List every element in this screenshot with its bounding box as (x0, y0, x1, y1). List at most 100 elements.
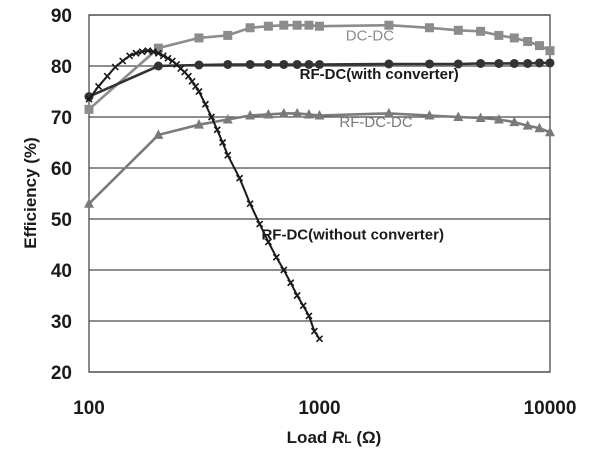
data-point-x (159, 52, 167, 60)
data-point-x (287, 279, 295, 287)
data-point-x (154, 49, 162, 57)
data-point-square (476, 26, 486, 36)
data-point-x (235, 174, 244, 182)
data-point-triangle (453, 111, 464, 121)
data-point-triangle (493, 114, 504, 124)
data-point-circle (292, 59, 302, 69)
y-tick-label: 30 (51, 312, 72, 333)
data-point-circle (245, 59, 255, 69)
data-point-triangle (424, 109, 435, 120)
y-axis-title: Efficiency (%) (21, 137, 40, 248)
x-axis-title-r: R (332, 428, 345, 447)
data-point-x (256, 220, 264, 228)
data-point-square (545, 46, 555, 56)
data-point-circle (453, 59, 463, 69)
series-square (84, 20, 555, 114)
data-point-triangle (534, 122, 545, 133)
data-point-x (184, 72, 192, 80)
data-point-x (293, 291, 301, 300)
y-tick-label: 40 (51, 261, 72, 282)
data-point-circle (494, 58, 504, 68)
data-point-x (119, 57, 127, 65)
data-point-circle (279, 59, 289, 69)
data-point-x (201, 100, 210, 108)
data-point-triangle (245, 109, 256, 120)
data-point-x (219, 138, 227, 147)
series-line (88, 112, 551, 205)
data-point-x (192, 82, 200, 90)
data-point-triangle (84, 198, 94, 208)
data-point-circle (223, 59, 233, 69)
series-labels: DC-DC RF-DC(with converter) RF-DC-DC RF-DC(… (261, 28, 458, 244)
data-point-x (111, 63, 119, 71)
data-point-circle (384, 59, 394, 69)
data-point-x (310, 327, 318, 335)
data-point-square (84, 104, 94, 114)
data-point-square (509, 33, 519, 43)
data-point-triangle (153, 129, 164, 139)
series-label: RF-DC-DC (339, 114, 412, 131)
series-label: RF-DC(with converter) (300, 66, 459, 83)
plot-frame (88, 14, 551, 373)
x-tick-label: 1000 (298, 398, 340, 419)
y-tick-label: 70 (51, 108, 72, 129)
data-point-circle (534, 58, 544, 68)
data-point-triangle (292, 107, 303, 118)
data-point-x (164, 54, 172, 62)
series-triangle (84, 107, 555, 208)
data-point-x (264, 238, 272, 246)
data-point-square (263, 21, 273, 31)
data-point-triangle (545, 126, 555, 137)
data-point-x (132, 49, 140, 57)
data-point-square (494, 30, 504, 40)
series-label: DC-DC (346, 28, 394, 45)
series-label: RF-DC(without converter) (261, 226, 444, 243)
data-point-triangle (193, 119, 204, 129)
data-point-x (272, 253, 280, 261)
data-point-square (534, 41, 544, 51)
x-axis-title-load: Load (287, 428, 332, 447)
data-point-x (126, 52, 134, 60)
data-point-square (315, 21, 324, 31)
data-point-square (523, 37, 533, 47)
data-point-triangle (303, 108, 314, 119)
data-point-circle (263, 59, 273, 69)
data-point-x (280, 266, 288, 274)
data-point-x (299, 302, 307, 310)
x-tick-label: 100 (73, 398, 105, 419)
x-tick-label: 10000 (524, 398, 577, 419)
data-point-x (138, 48, 146, 56)
y-tick-label: 90 (51, 6, 72, 27)
data-point-square (384, 20, 394, 30)
data-point-x (213, 126, 221, 134)
data-point-triangle (383, 107, 394, 118)
y-tick-label: 80 (51, 57, 72, 78)
data-point-square (153, 43, 163, 53)
data-point-square (453, 25, 463, 35)
data-point-x (94, 82, 103, 90)
data-point-circle (545, 58, 555, 68)
data-point-x (149, 48, 157, 56)
data-point-triangle (522, 120, 533, 130)
data-point-triangle (222, 114, 233, 124)
data-point-square (194, 33, 204, 43)
y-tick-label: 50 (51, 210, 72, 231)
data-point-x (103, 72, 111, 80)
data-point-square (279, 20, 289, 30)
data-point-x (315, 335, 324, 343)
series-layer (84, 20, 555, 343)
data-point-triangle (263, 108, 274, 119)
data-point-triangle (475, 112, 486, 123)
data-point-square (424, 23, 434, 33)
series-circle (84, 58, 555, 102)
data-point-x (85, 95, 93, 103)
data-point-circle (424, 59, 434, 69)
data-point-circle (315, 59, 324, 69)
data-point-square (245, 23, 255, 33)
data-point-x (207, 113, 216, 121)
series-x (85, 47, 324, 343)
x-axis-title-subscript: L (344, 432, 351, 446)
data-point-square (304, 20, 314, 30)
data-point-circle (194, 60, 204, 70)
